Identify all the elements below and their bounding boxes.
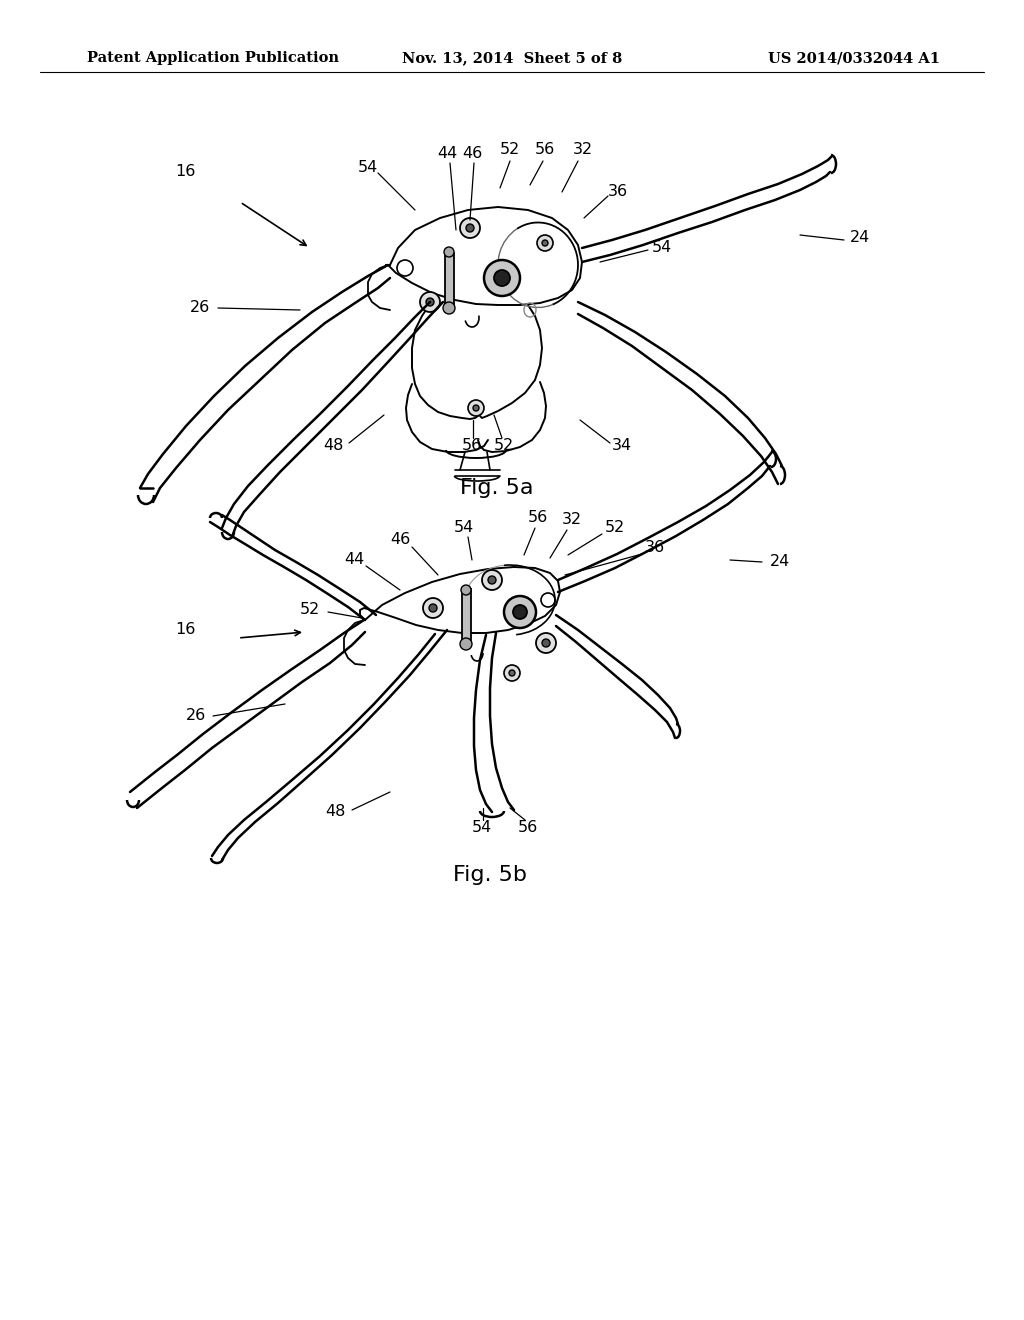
Text: 46: 46 [462, 145, 482, 161]
Text: 48: 48 [325, 804, 345, 820]
Text: 52: 52 [500, 143, 520, 157]
Bar [445, 253, 454, 308]
Text: Patent Application Publication: Patent Application Publication [87, 51, 339, 65]
Circle shape [426, 298, 434, 306]
Circle shape [488, 576, 496, 583]
Text: 54: 54 [652, 240, 672, 256]
Text: 24: 24 [770, 554, 791, 569]
Text: 54: 54 [472, 821, 493, 836]
Text: 46: 46 [390, 532, 411, 548]
Text: 26: 26 [186, 709, 206, 723]
Circle shape [466, 224, 474, 232]
Text: 48: 48 [323, 437, 343, 453]
Circle shape [443, 302, 455, 314]
Circle shape [460, 218, 480, 238]
Text: 32: 32 [573, 143, 593, 157]
Circle shape [504, 665, 520, 681]
Text: Fig. 5a: Fig. 5a [460, 478, 534, 498]
Text: 52: 52 [300, 602, 321, 618]
Text: 34: 34 [612, 437, 632, 453]
Circle shape [504, 597, 536, 628]
Circle shape [423, 598, 443, 618]
Circle shape [461, 585, 471, 595]
Text: 16: 16 [175, 165, 196, 180]
Circle shape [542, 639, 550, 647]
Text: 56: 56 [462, 438, 482, 454]
Circle shape [536, 634, 556, 653]
Circle shape [473, 405, 479, 411]
Text: 44: 44 [344, 553, 365, 568]
Circle shape [513, 605, 527, 619]
Text: 56: 56 [518, 821, 539, 836]
Circle shape [482, 570, 502, 590]
Text: 52: 52 [605, 520, 625, 536]
Circle shape [494, 271, 510, 286]
Circle shape [420, 292, 440, 312]
Circle shape [537, 235, 553, 251]
Text: 52: 52 [494, 438, 514, 454]
Circle shape [429, 605, 437, 612]
Circle shape [484, 260, 520, 296]
Text: 44: 44 [437, 145, 457, 161]
Text: 56: 56 [528, 511, 548, 525]
Circle shape [509, 671, 515, 676]
Circle shape [468, 400, 484, 416]
Text: 32: 32 [562, 512, 582, 528]
Text: 36: 36 [645, 540, 665, 556]
Text: Fig. 5b: Fig. 5b [453, 865, 527, 884]
Text: 24: 24 [850, 231, 870, 246]
Circle shape [444, 247, 454, 257]
Bar [462, 589, 471, 644]
Circle shape [460, 638, 472, 649]
Text: 54: 54 [454, 520, 474, 536]
Text: 36: 36 [608, 185, 628, 199]
Text: 54: 54 [357, 161, 378, 176]
Text: 56: 56 [535, 143, 555, 157]
Text: 16: 16 [175, 623, 196, 638]
Circle shape [542, 240, 548, 246]
Text: 26: 26 [189, 301, 210, 315]
Text: US 2014/0332044 A1: US 2014/0332044 A1 [768, 51, 940, 65]
Text: Nov. 13, 2014  Sheet 5 of 8: Nov. 13, 2014 Sheet 5 of 8 [401, 51, 623, 65]
